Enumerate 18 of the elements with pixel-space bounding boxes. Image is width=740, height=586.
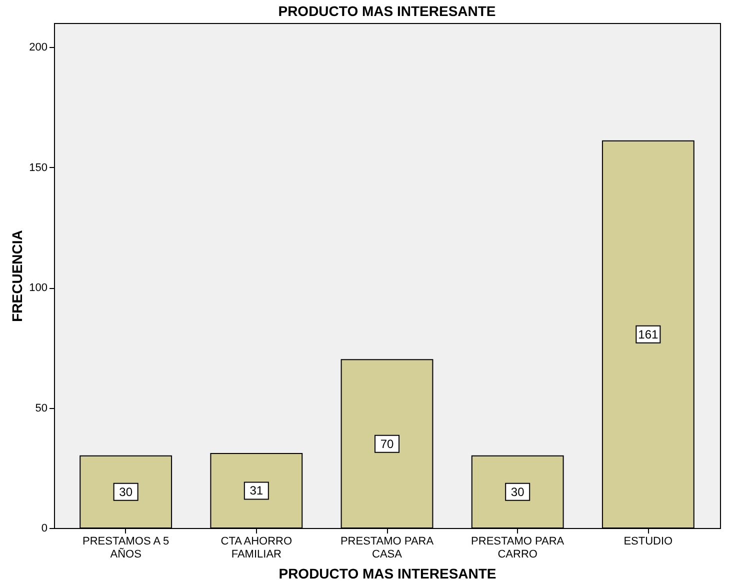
data-label: 161: [638, 327, 659, 342]
y-tick-label: 50: [35, 402, 48, 414]
y-tick-label: 200: [29, 42, 48, 54]
x-tick-label: PRESTAMOS A 5 AÑOS: [82, 536, 170, 560]
data-label: 30: [510, 484, 525, 499]
y-tick-label: 0: [41, 522, 48, 534]
x-tick-label: PRESTAMO PARA CASA: [340, 536, 434, 560]
chart-title: PRODUCTO MAS INTERESANTE: [278, 3, 496, 19]
data-label: 31: [250, 484, 264, 498]
x-tick-label: PRESTAMO PARA CARRO: [471, 536, 565, 560]
y-tick-label: 150: [29, 162, 48, 174]
x-tick-label: ESTUDIO: [624, 536, 674, 548]
x-tick-label: CTA AHORRO FAMILIAR: [220, 536, 293, 560]
data-label: 30: [119, 484, 133, 499]
y-axis-title: FRECUENCIA: [9, 230, 26, 322]
y-tick-label: 100: [29, 282, 48, 294]
x-axis-title: PRODUCTO MAS INTERESANTE: [278, 566, 496, 582]
data-label: 70: [380, 436, 394, 451]
